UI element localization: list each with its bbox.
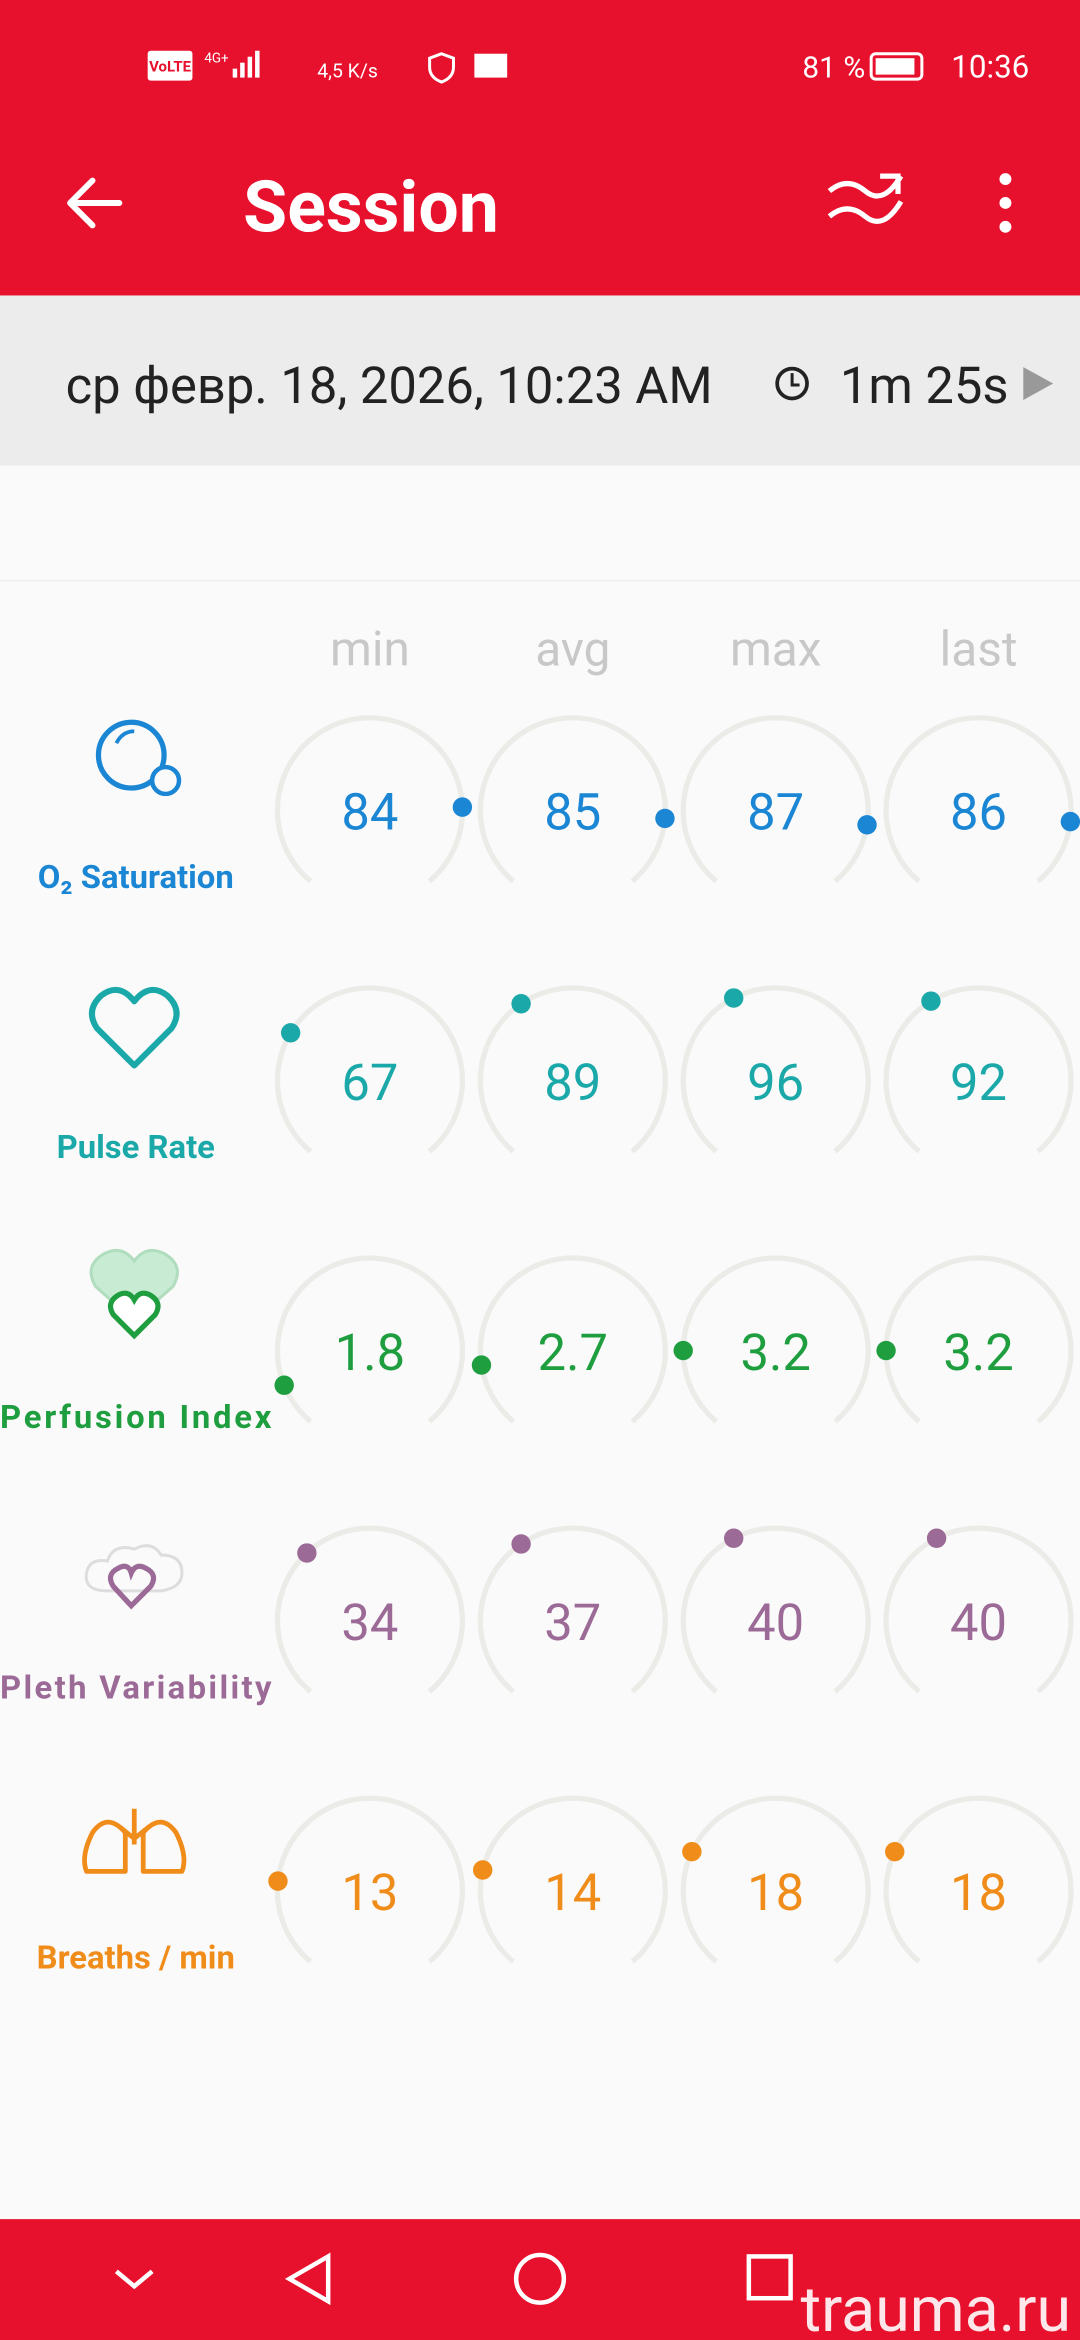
column-header: max bbox=[730, 622, 821, 678]
metric-value: 96 bbox=[747, 1054, 804, 1113]
dial-dot bbox=[655, 808, 675, 829]
dial-dot bbox=[724, 1528, 744, 1548]
metric-value: 3.2 bbox=[741, 1324, 811, 1383]
metric-value: 18 bbox=[747, 1864, 804, 1923]
dial bbox=[883, 1255, 1074, 1424]
dial bbox=[274, 985, 466, 1154]
dial-dot bbox=[268, 1871, 288, 1891]
speed: 4,5 K/s bbox=[317, 60, 378, 83]
nav-recent[interactable] bbox=[746, 2254, 793, 2301]
dial-dot bbox=[724, 988, 744, 1008]
metric-value: 86 bbox=[950, 784, 1007, 843]
metric-value: 1.8 bbox=[335, 1324, 405, 1383]
column-header: min bbox=[330, 622, 410, 678]
menu-button[interactable] bbox=[999, 173, 1012, 233]
dial-dot bbox=[926, 1528, 947, 1548]
dial-dot bbox=[1060, 811, 1080, 832]
dial-dot bbox=[297, 1543, 317, 1563]
dial-dot bbox=[274, 1375, 294, 1395]
metric-value: 34 bbox=[341, 1594, 398, 1653]
metric-value: 87 bbox=[747, 784, 804, 843]
metric-value: 84 bbox=[341, 784, 398, 843]
dial-dot bbox=[682, 1842, 702, 1862]
metric-label: Perfusion Index bbox=[0, 1399, 272, 1437]
dial bbox=[883, 985, 1074, 1154]
dial-dot bbox=[921, 991, 941, 1011]
shield-icon bbox=[428, 52, 455, 84]
metric-value: 40 bbox=[747, 1594, 804, 1653]
dial-dot bbox=[511, 1534, 531, 1554]
dial bbox=[477, 985, 668, 1154]
metric-value: 37 bbox=[544, 1594, 601, 1653]
clock-hands bbox=[790, 373, 800, 387]
dial-dot bbox=[471, 1355, 492, 1375]
column-header: avg bbox=[535, 622, 610, 678]
nav-home[interactable] bbox=[513, 2252, 567, 2305]
dial-dot bbox=[280, 1023, 301, 1043]
metric-icon bbox=[89, 986, 180, 1069]
metric-label: Pulse Rate bbox=[57, 1129, 215, 1167]
signal bbox=[232, 50, 260, 78]
battery-icon bbox=[869, 52, 924, 81]
metric-icon bbox=[95, 719, 182, 797]
nav-back[interactable] bbox=[284, 2252, 331, 2306]
back-button[interactable] bbox=[67, 177, 123, 229]
play-button[interactable] bbox=[1023, 367, 1054, 400]
network: 4G+ bbox=[204, 52, 229, 67]
metric-value: 67 bbox=[341, 1054, 398, 1113]
dial bbox=[680, 1795, 871, 1964]
metric-label: Breaths / min bbox=[37, 1939, 235, 1977]
dial-dot bbox=[452, 797, 473, 817]
session-date: ср февр. 18, 2026, 10:23 AM bbox=[66, 357, 713, 416]
dial bbox=[274, 1255, 466, 1424]
dial bbox=[477, 1525, 668, 1694]
dial bbox=[680, 985, 871, 1154]
volte-badge bbox=[147, 50, 193, 81]
dial-dot bbox=[673, 1340, 693, 1361]
dial-dot bbox=[885, 1842, 905, 1862]
title: Session bbox=[243, 166, 499, 249]
metric-value: 2.7 bbox=[538, 1324, 608, 1383]
dial-dot bbox=[473, 1860, 493, 1880]
trend-button[interactable] bbox=[827, 173, 904, 224]
dial-dot bbox=[511, 994, 531, 1014]
metric-value: 40 bbox=[950, 1594, 1007, 1653]
dial bbox=[274, 1525, 466, 1694]
dial bbox=[680, 1525, 871, 1694]
watermark: trauma.ru bbox=[801, 2274, 1071, 2340]
battery-percent: 81 % bbox=[802, 51, 865, 86]
metric-label: Pleth Variability bbox=[0, 1669, 272, 1707]
dial bbox=[274, 715, 466, 884]
metric-value: 85 bbox=[544, 784, 601, 843]
session-header bbox=[0, 295, 1080, 466]
dial bbox=[680, 1255, 871, 1424]
metric-icon bbox=[84, 1544, 184, 1610]
metric-value: 14 bbox=[544, 1864, 601, 1923]
metric-value: 89 bbox=[544, 1054, 601, 1113]
metric-value: 92 bbox=[950, 1054, 1007, 1113]
dial bbox=[274, 1795, 466, 1964]
nav-down[interactable] bbox=[114, 2269, 154, 2290]
dial-dot bbox=[876, 1340, 896, 1361]
metric-value: 18 bbox=[950, 1864, 1007, 1923]
dial bbox=[883, 1795, 1074, 1964]
metric-value: 13 bbox=[341, 1864, 398, 1923]
volte: VoLTE bbox=[149, 58, 191, 76]
session-duration: 1m 25s bbox=[840, 357, 1009, 416]
clock: 10:36 bbox=[951, 49, 1029, 86]
clock-icon bbox=[775, 366, 809, 401]
nav-bar bbox=[0, 2219, 1080, 2340]
battery-level bbox=[875, 58, 915, 75]
metric-value: 3.2 bbox=[943, 1324, 1013, 1383]
dial bbox=[477, 1795, 668, 1964]
mail-icon bbox=[474, 53, 508, 78]
dial-dot bbox=[857, 815, 877, 835]
dial bbox=[883, 1525, 1074, 1694]
column-header: last bbox=[940, 622, 1018, 678]
app-bar bbox=[0, 0, 1080, 296]
metric-icon bbox=[89, 1248, 179, 1340]
metric-icon bbox=[82, 1808, 187, 1874]
metric-label: O₂ Saturation bbox=[38, 859, 234, 897]
